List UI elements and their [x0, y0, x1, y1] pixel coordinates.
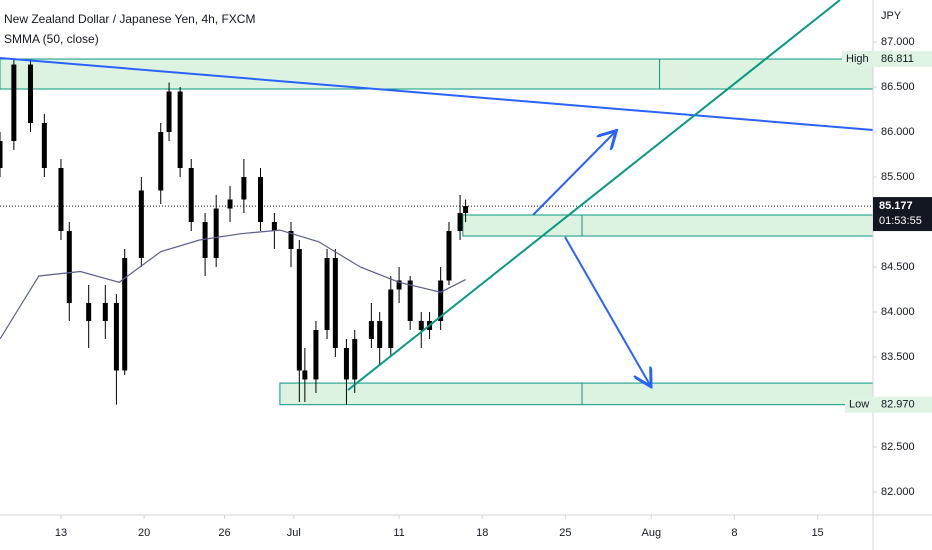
candle-body	[213, 208, 219, 258]
candle-body	[66, 230, 72, 303]
candle-body	[377, 320, 383, 348]
candle-body	[463, 206, 469, 214]
candle-body	[241, 177, 247, 200]
indicator-label: SMMA (50, close)	[4, 32, 99, 46]
zone	[0, 58, 874, 90]
countdown: 01:53:55	[879, 215, 922, 227]
x-tick-label: 8	[731, 527, 737, 539]
time-axis	[0, 515, 873, 550]
candle-body	[313, 329, 319, 380]
candle-body	[388, 289, 394, 348]
candle-body	[0, 141, 3, 169]
marker-bg	[845, 396, 932, 413]
x-tick-label: 25	[559, 527, 571, 539]
candle-body	[352, 338, 358, 380]
zone	[462, 214, 874, 237]
x-tick-label: 26	[218, 527, 230, 539]
y-tick-label: 84.000	[881, 306, 915, 318]
marker-value: 86.811	[881, 53, 914, 65]
x-tick-label: Aug	[641, 527, 661, 539]
candle-body	[177, 91, 183, 169]
y-tick-label: 86.000	[881, 126, 915, 138]
candle-body	[58, 168, 64, 231]
marker-label: Low	[849, 399, 869, 411]
candle-body	[227, 199, 233, 209]
x-tick-label: 11	[393, 527, 404, 539]
candle-body	[27, 64, 33, 124]
candle-body	[11, 64, 17, 142]
candle-body	[41, 123, 47, 169]
candle-body	[324, 257, 330, 330]
candle-body	[418, 320, 424, 330]
x-tick-label: 15	[811, 527, 823, 539]
candle-body	[446, 230, 452, 281]
currency: JPY	[881, 10, 902, 22]
candle-body	[296, 248, 302, 371]
last-price: 85.177	[879, 200, 913, 212]
x-tick-label: 18	[476, 527, 488, 539]
y-tick-label: 87.000	[881, 36, 915, 48]
candle-body	[202, 221, 208, 258]
candle-body	[102, 302, 108, 321]
candle-body	[302, 370, 308, 380]
candle-body	[343, 347, 349, 380]
price-axis	[873, 0, 932, 550]
marker-value: 82.970	[881, 399, 915, 411]
y-tick-label: 85.500	[881, 171, 915, 183]
candle-body	[288, 230, 294, 249]
arrow	[564, 236, 650, 385]
trend-line	[0, 57, 874, 131]
y-tick-label: 86.500	[881, 81, 915, 93]
arrow	[532, 132, 615, 216]
last-price-bg	[873, 197, 932, 232]
chart-title: New Zealand Dollar / Japanese Yen, 4h, F…	[4, 12, 255, 26]
marker-bg	[842, 51, 932, 68]
marker-label: High	[846, 53, 869, 65]
y-tick-label: 82.000	[881, 486, 915, 498]
candle-body	[396, 280, 402, 290]
y-tick-label: 82.500	[881, 441, 915, 453]
x-tick-label: 13	[55, 527, 67, 539]
trend-line	[347, 0, 841, 391]
y-tick-label: 83.500	[881, 351, 915, 363]
x-tick-label: Jul	[287, 527, 301, 539]
x-tick-label: 20	[138, 527, 150, 539]
candle-body	[368, 320, 374, 339]
candle-body	[122, 257, 128, 371]
candle-body	[166, 91, 172, 133]
y-tick-label: 84.500	[881, 261, 915, 273]
candle-body	[271, 221, 277, 231]
smma-line	[0, 229, 466, 340]
candle-body	[258, 177, 264, 222]
candle-body	[86, 302, 92, 321]
candle-body	[332, 257, 338, 348]
candle-body	[113, 302, 119, 371]
candle-body	[457, 213, 463, 231]
candle-body	[188, 168, 194, 222]
candle-body	[407, 280, 413, 321]
candle-body	[138, 190, 144, 258]
zone	[279, 382, 874, 406]
candle-body	[438, 280, 444, 321]
candle-body	[158, 132, 164, 191]
